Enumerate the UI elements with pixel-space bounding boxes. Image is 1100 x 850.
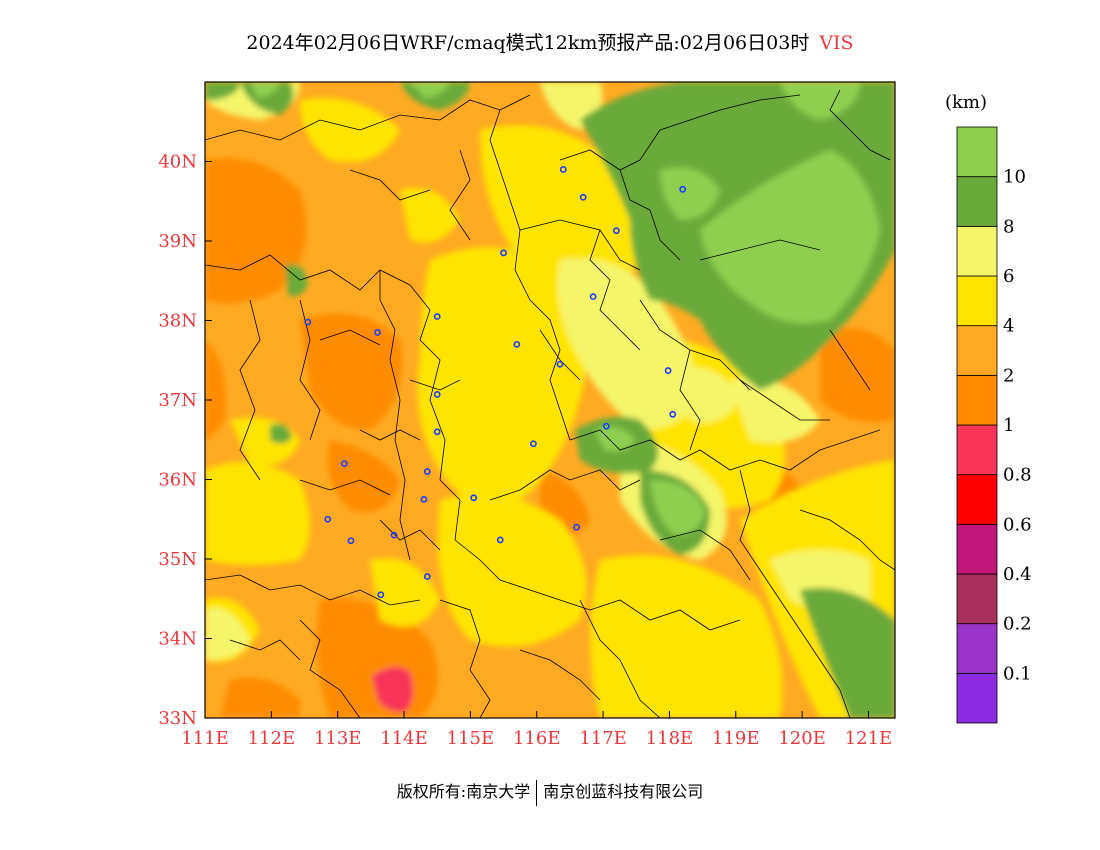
city-marker [612, 227, 620, 235]
lat-axis: 33N 34N 35N 36N 37N 38N 39N 40N [158, 152, 212, 729]
lon-tick-label: 115E [447, 728, 495, 749]
city-marker [347, 537, 355, 545]
colorbar-label: 10 [1003, 167, 1026, 188]
colorbar-label: 0.2 [1003, 614, 1032, 635]
colorbar-segment [956, 573, 998, 625]
lon-tick-label: 114E [380, 728, 428, 749]
lon-tick-label: 117E [579, 728, 627, 749]
city-marker [470, 494, 478, 502]
colorbar-segment [956, 126, 998, 178]
lon-tick-label: 111E [181, 728, 229, 749]
colorbar-segment [956, 523, 998, 575]
colorbar-label: 4 [1003, 316, 1014, 337]
lat-tick-label: 38N [158, 311, 197, 332]
city-marker [433, 313, 441, 320]
city-marker [513, 340, 521, 348]
city-marker [579, 193, 587, 201]
lon-tick-label: 112E [248, 728, 296, 749]
city-marker [340, 460, 348, 467]
city-marker [374, 329, 381, 336]
colorbar-segment [956, 374, 998, 426]
colorbar-segment [956, 474, 998, 525]
city-marker [377, 591, 385, 599]
city-marker [573, 523, 580, 531]
city-marker [559, 166, 567, 173]
city-marker [390, 531, 398, 539]
lat-tick-label: 40N [158, 152, 197, 173]
lat-tick-label: 33N [158, 708, 197, 729]
colorbar-segment [956, 623, 998, 674]
city-markers [304, 166, 687, 599]
city-marker [589, 293, 597, 301]
city-marker [669, 410, 677, 418]
title-variable: VIS [819, 32, 854, 54]
city-marker [530, 440, 537, 448]
lon-tick-label: 118E [646, 728, 694, 749]
city-marker [423, 573, 431, 580]
colorbar-segment [956, 176, 998, 227]
city-marker [304, 318, 312, 326]
lon-tick-label: 121E [845, 728, 893, 749]
city-marker [324, 515, 332, 523]
city-marker [602, 422, 610, 430]
city-marker [556, 360, 564, 368]
colorbar-label: 0.4 [1003, 564, 1032, 585]
title-main: 2024年02月06日WRF/cmaq模式12km预报产品:02月06日03时 [246, 32, 810, 54]
city-marker [664, 367, 672, 374]
colorbar-segment [956, 275, 998, 327]
lon-tick-label: 119E [712, 728, 760, 749]
footer-copyright: 版权所有:南京大学 南京创蓝科技有限公司 [0, 778, 1100, 806]
city-marker [423, 468, 431, 475]
copyright-owner-2: 南京创蓝科技有限公司 [543, 782, 704, 801]
lat-tick-label: 39N [158, 231, 197, 252]
lon-tick-label: 120E [778, 728, 826, 749]
colorbar-unit: (km) [945, 92, 987, 113]
colorbar-label: 0.6 [1003, 514, 1032, 535]
lat-tick-label: 36N [158, 470, 197, 491]
colorbar-segment [956, 325, 998, 376]
boundary-lines [205, 89, 895, 718]
copyright-owner-1: 南京大学 [466, 782, 531, 801]
city-marker [433, 428, 441, 436]
city-marker [500, 249, 507, 257]
lat-tick-label: 37N [158, 390, 197, 411]
colorbar-segment [956, 672, 998, 724]
lon-tick-label: 116E [513, 728, 561, 749]
lat-tick-label: 34N [158, 629, 197, 650]
footer-separator [536, 779, 538, 806]
city-marker [496, 536, 504, 544]
map-title: 2024年02月06日WRF/cmaq模式12km预报产品:02月06日03时 V… [0, 28, 1100, 55]
colorbar-label: 0.1 [1003, 663, 1032, 684]
colorbar-label: 6 [1003, 266, 1014, 287]
colorbar-label: 0.8 [1003, 465, 1032, 486]
colorbar-label: 8 [1003, 216, 1014, 237]
lat-tick-label: 35N [158, 549, 197, 570]
colorbar-label: 2 [1003, 365, 1014, 386]
city-marker [679, 185, 687, 193]
map-field [205, 82, 895, 718]
lon-axis: 111E 112E 113E 114E 115E 116E 117E 118E 119E 120E… [181, 711, 892, 749]
colorbar-segment [956, 225, 998, 277]
lon-tick-label: 113E [314, 728, 362, 749]
copyright-label: 版权所有: [396, 782, 467, 801]
city-marker [433, 391, 441, 398]
colorbar: 0.1 0.2 0.4 0.6 0.8 1 2 4 6 8 10 [956, 126, 1032, 724]
city-marker [420, 495, 428, 503]
colorbar-label: 1 [1003, 415, 1014, 436]
colorbar-segment [956, 424, 998, 476]
